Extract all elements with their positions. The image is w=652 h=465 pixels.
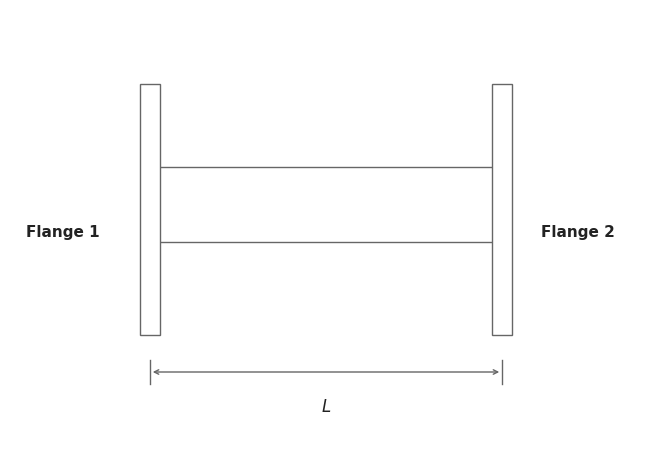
Text: Flange 1: Flange 1 (26, 225, 100, 240)
Text: Flange 2: Flange 2 (541, 225, 615, 240)
Bar (492, 84, 512, 335)
Text: L: L (321, 398, 331, 416)
Bar (140, 84, 160, 335)
